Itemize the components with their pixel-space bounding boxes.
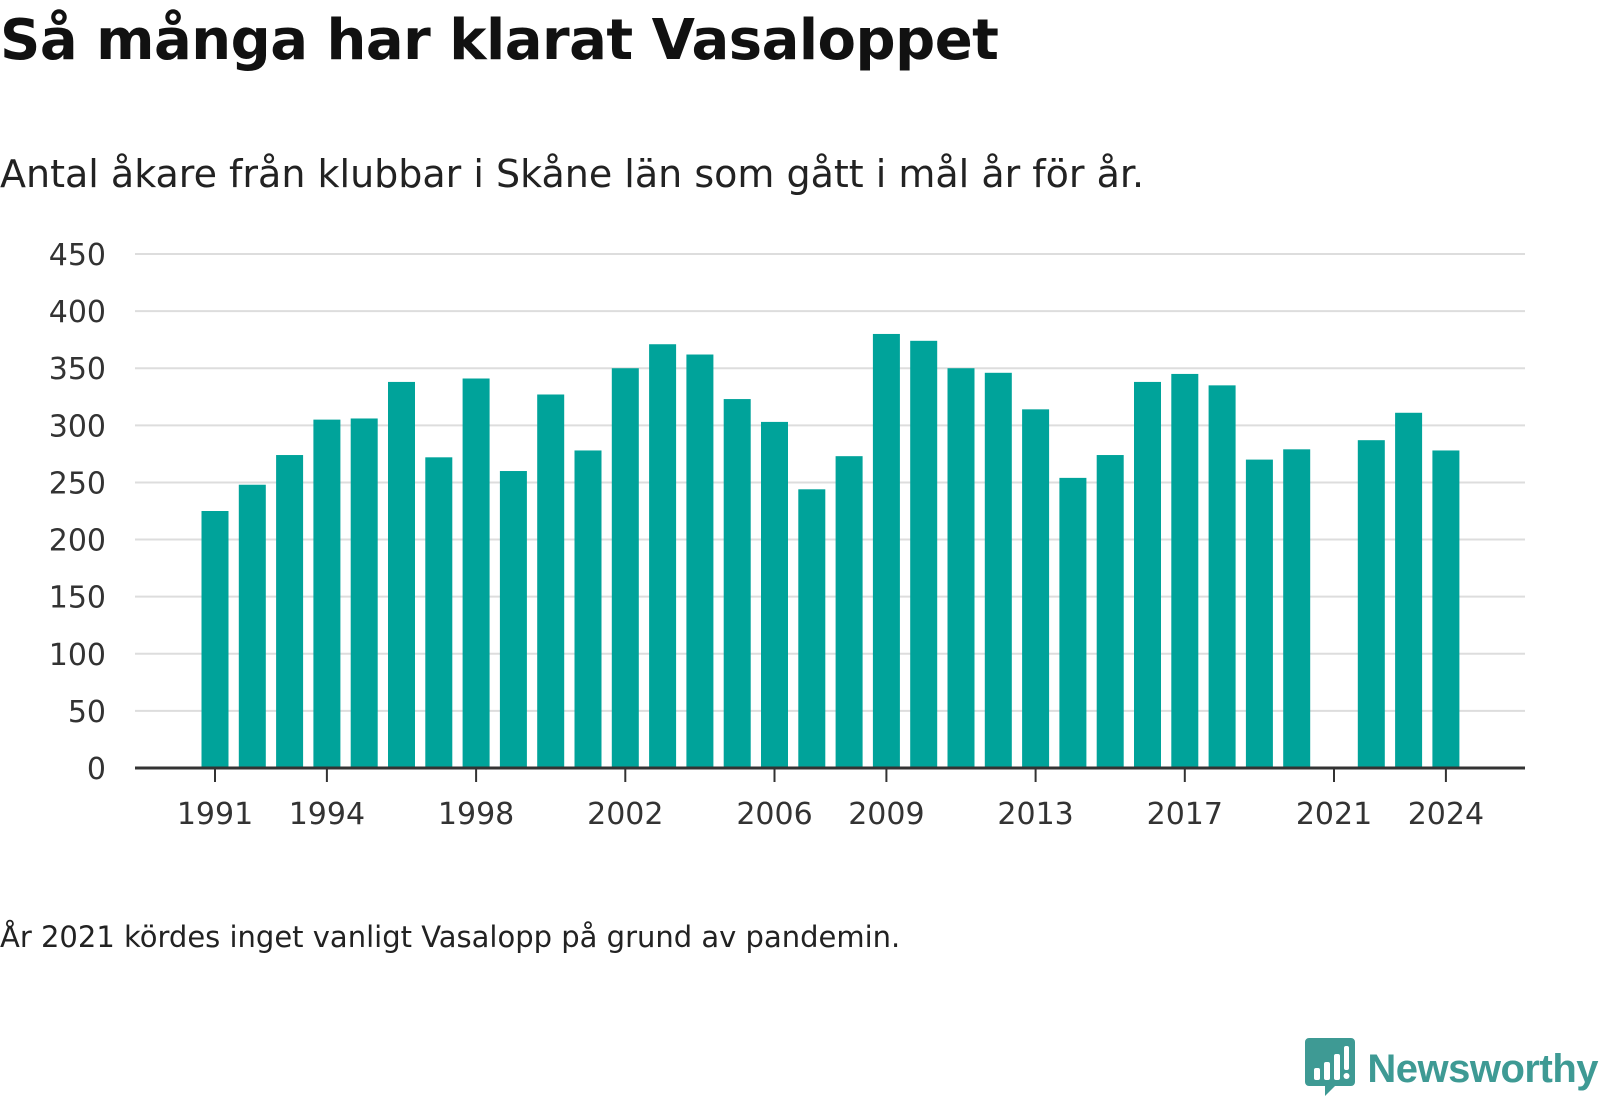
bar-2000 xyxy=(537,394,565,768)
y-tick-label: 250 xyxy=(49,466,106,501)
bar-2020 xyxy=(1283,449,1311,768)
bar-2004 xyxy=(686,354,714,768)
bar-1994 xyxy=(313,419,341,768)
bar-2022 xyxy=(1357,440,1385,768)
x-tick-label: 2002 xyxy=(587,797,663,832)
x-tick-label: 2006 xyxy=(736,797,812,832)
bar-2019 xyxy=(1245,459,1273,768)
bar-2007 xyxy=(798,489,826,768)
bar-1992 xyxy=(238,484,266,768)
bar-2005 xyxy=(723,399,751,768)
bar-1999 xyxy=(499,471,527,768)
x-tick-label: 1998 xyxy=(438,797,514,832)
chart-title: Så många har klarat Vasaloppet xyxy=(0,8,999,73)
y-tick-label: 0 xyxy=(87,752,106,787)
bar-2015 xyxy=(1096,455,1124,768)
bar-2006 xyxy=(761,421,788,768)
bar-2016 xyxy=(1134,381,1161,768)
y-tick-label: 50 xyxy=(68,695,106,730)
bar-2023 xyxy=(1395,412,1423,768)
bar-2014 xyxy=(1059,477,1087,768)
bar-2009 xyxy=(872,333,900,768)
bar-1991 xyxy=(201,511,229,768)
bar-2013 xyxy=(1022,409,1050,768)
bar-2008 xyxy=(835,456,863,768)
bar-2012 xyxy=(984,372,1012,768)
bar-1997 xyxy=(425,457,453,768)
bars xyxy=(201,333,1460,768)
chart-subtitle: Antal åkare från klubbar i Skåne län som… xyxy=(0,152,1145,196)
bar-2010 xyxy=(910,340,938,768)
newsworthy-logo-icon xyxy=(1305,1038,1356,1100)
x-axis-tick-labels: 1991 1994 1998 2002 2006 2009 2013 2017 2021 2024 xyxy=(177,797,1484,832)
y-tick-label: 350 xyxy=(49,352,106,387)
bar-chart: 0 50 100 150 200 250 300 350 400 450 1991 1994 1998… xyxy=(49,238,1525,832)
bar-1995 xyxy=(350,418,378,768)
x-tick-label: 2024 xyxy=(1408,797,1484,832)
bar-1996 xyxy=(388,381,415,768)
bar-2003 xyxy=(649,344,677,768)
bar-2011 xyxy=(947,368,975,768)
x-tick-label: 2021 xyxy=(1296,797,1372,832)
brand-name: Newsworthy xyxy=(1367,1046,1598,1091)
x-tick-label: 2017 xyxy=(1147,797,1223,832)
x-tick-label: 1991 xyxy=(177,797,253,832)
bar-2001 xyxy=(574,450,602,768)
x-tick-label: 2009 xyxy=(848,797,924,832)
y-tick-label: 150 xyxy=(49,581,106,616)
y-tick-label: 300 xyxy=(49,409,106,444)
bar-2024 xyxy=(1432,450,1460,768)
x-axis xyxy=(135,766,1525,782)
y-tick-label: 200 xyxy=(49,524,106,559)
gridlines xyxy=(135,253,1525,712)
bar-2017 xyxy=(1171,373,1199,768)
y-tick-label: 400 xyxy=(49,295,106,330)
y-tick-label: 100 xyxy=(49,638,106,673)
y-axis-tick-labels: 0 50 100 150 200 250 300 350 400 450 xyxy=(49,238,106,787)
bar-1993 xyxy=(276,455,304,768)
x-tick-label: 1994 xyxy=(289,797,365,832)
x-tick-label: 2013 xyxy=(997,797,1073,832)
brand: Newsworthy xyxy=(1305,1038,1598,1100)
chart-footnote: År 2021 kördes inget vanligt Vasalopp på… xyxy=(0,920,901,954)
bar-1998 xyxy=(462,378,490,768)
bar-2018 xyxy=(1208,385,1236,768)
bar-2002 xyxy=(611,368,639,768)
y-tick-label: 450 xyxy=(49,238,106,273)
